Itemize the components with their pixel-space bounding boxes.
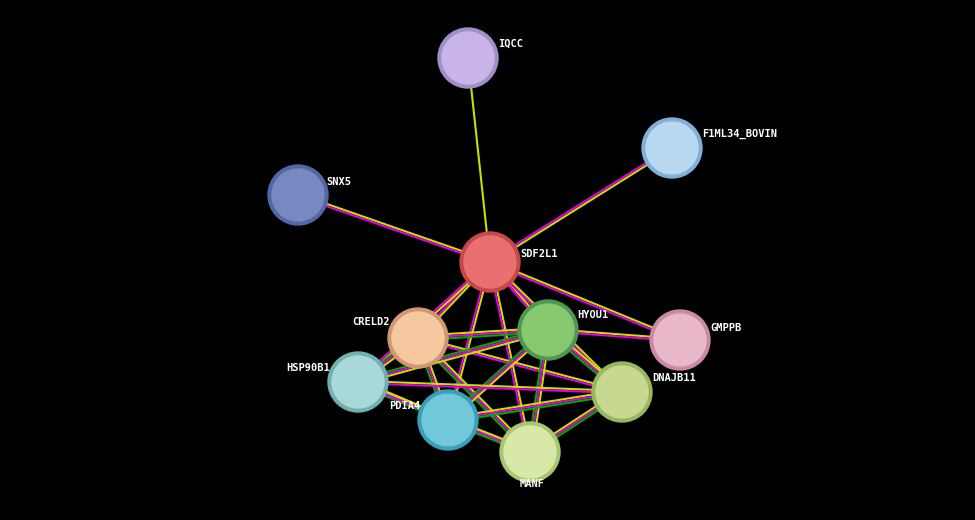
Circle shape (332, 356, 384, 408)
Circle shape (442, 32, 494, 84)
Text: F1ML34_BOVIN: F1ML34_BOVIN (702, 129, 777, 139)
Circle shape (596, 366, 648, 418)
Circle shape (522, 304, 574, 356)
Circle shape (268, 165, 328, 225)
Text: HSP90B1: HSP90B1 (287, 363, 330, 373)
Text: DNAJB11: DNAJB11 (652, 373, 696, 383)
Circle shape (642, 118, 702, 178)
Circle shape (500, 422, 560, 482)
Text: MANF: MANF (520, 479, 544, 489)
Text: PDIA4: PDIA4 (389, 401, 420, 411)
Circle shape (646, 122, 698, 174)
Circle shape (422, 394, 474, 446)
Circle shape (460, 232, 520, 292)
Text: SNX5: SNX5 (326, 177, 351, 187)
Circle shape (328, 352, 388, 412)
Text: SDF2L1: SDF2L1 (520, 249, 558, 259)
Circle shape (418, 390, 478, 450)
Text: GMPPB: GMPPB (710, 323, 741, 333)
Text: HYOU1: HYOU1 (577, 310, 608, 320)
Circle shape (654, 314, 706, 366)
Circle shape (518, 300, 578, 360)
Circle shape (438, 28, 498, 88)
Text: IQCC: IQCC (498, 39, 523, 49)
Circle shape (650, 310, 710, 370)
Text: CRELD2: CRELD2 (353, 317, 390, 327)
Circle shape (392, 312, 444, 364)
Circle shape (504, 426, 556, 478)
Circle shape (272, 169, 324, 221)
Circle shape (592, 362, 652, 422)
Circle shape (464, 236, 516, 288)
Circle shape (388, 308, 448, 368)
